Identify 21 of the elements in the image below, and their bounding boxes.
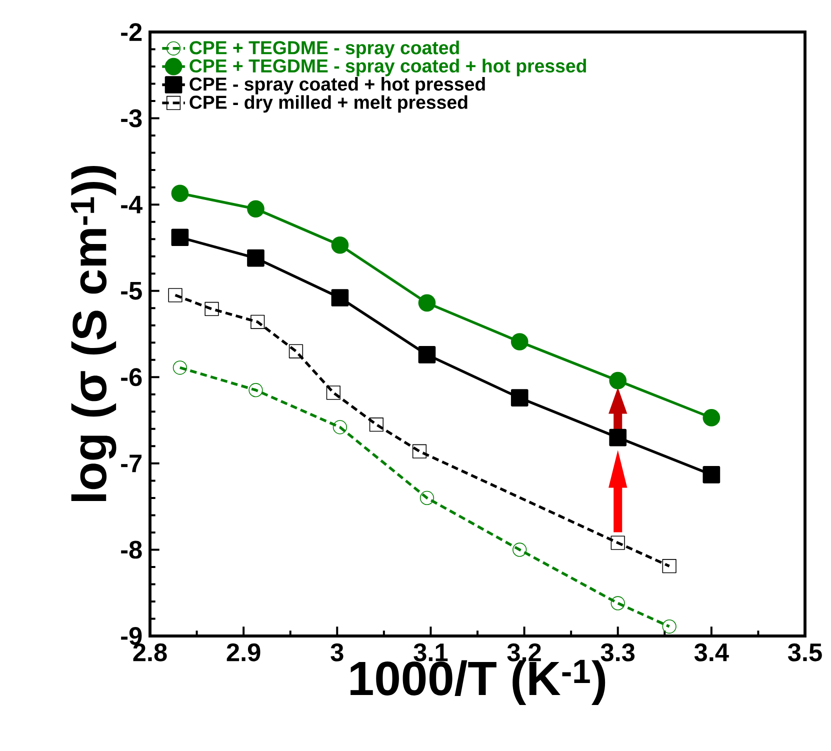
y-tick-label: -5	[121, 282, 142, 300]
x-tick-label: 3.1	[414, 643, 448, 662]
y-tick-label: -2	[121, 23, 142, 41]
y-tick-label: -3	[121, 109, 142, 128]
x-tick-label: 3.2	[507, 643, 541, 662]
x-tick-label: 3	[330, 643, 344, 662]
y-axis-title: log (σ (S cm$^{-1}$))	[70, 166, 116, 501]
legend-label: CPE + TEGDME - spray coated + hot pressed	[190, 58, 586, 76]
x-tick-label: 3.4	[694, 643, 729, 662]
legend-label: CPE + TEGDME - spray coated	[190, 40, 459, 58]
y-tick-label: -8	[121, 540, 142, 559]
y-tick-label: -6	[121, 368, 142, 386]
y-tick-label: -4	[121, 196, 142, 214]
x-tick-label: 2.8	[133, 643, 167, 662]
y-tick-label: -7	[121, 454, 142, 472]
y-tick-label: -9	[121, 627, 142, 645]
x-tick-label: 3.3	[600, 643, 635, 662]
x-tick-label: 2.9	[226, 643, 260, 662]
legend-label: CPE - dry milled + melt pressed	[190, 95, 468, 113]
legend-label: CPE - spray coated + hot pressed	[190, 77, 485, 94]
x-tick-label: 3.5	[788, 643, 822, 662]
